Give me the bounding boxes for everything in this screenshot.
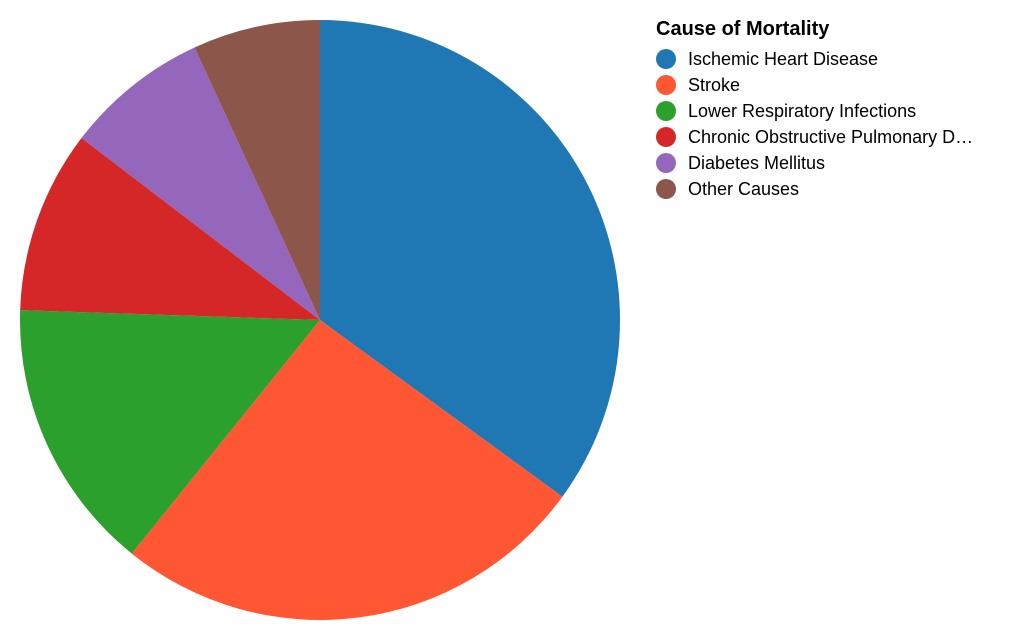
legend-swatch xyxy=(656,127,676,147)
pie-plot-area xyxy=(0,0,640,640)
legend-label: Stroke xyxy=(688,75,740,96)
legend-label: Diabetes Mellitus xyxy=(688,153,825,174)
legend-title: Cause of Mortality xyxy=(656,18,1016,41)
legend-item-chronic-obstructive-pulmonary-disease: Chronic Obstructive Pulmonary D… xyxy=(656,124,1016,150)
legend-label: Lower Respiratory Infections xyxy=(688,101,916,122)
legend: Cause of Mortality Ischemic Heart Diseas… xyxy=(656,18,1016,202)
legend-swatch xyxy=(656,49,676,69)
legend-swatch xyxy=(656,101,676,121)
legend-swatch xyxy=(656,153,676,173)
legend-item-ischemic-heart-disease: Ischemic Heart Disease xyxy=(656,46,1016,72)
legend-item-other-causes: Other Causes xyxy=(656,176,1016,202)
legend-swatch xyxy=(656,179,676,199)
legend-item-stroke: Stroke xyxy=(656,72,1016,98)
legend-swatch xyxy=(656,75,676,95)
legend-label: Other Causes xyxy=(688,179,799,200)
legend-label: Chronic Obstructive Pulmonary D… xyxy=(688,127,973,148)
legend-items: Ischemic Heart Disease Stroke Lower Respir… xyxy=(656,46,1016,202)
legend-item-diabetes-mellitus: Diabetes Mellitus xyxy=(656,150,1016,176)
legend-item-lower-respiratory-infections: Lower Respiratory Infections xyxy=(656,98,1016,124)
legend-label: Ischemic Heart Disease xyxy=(688,49,878,70)
